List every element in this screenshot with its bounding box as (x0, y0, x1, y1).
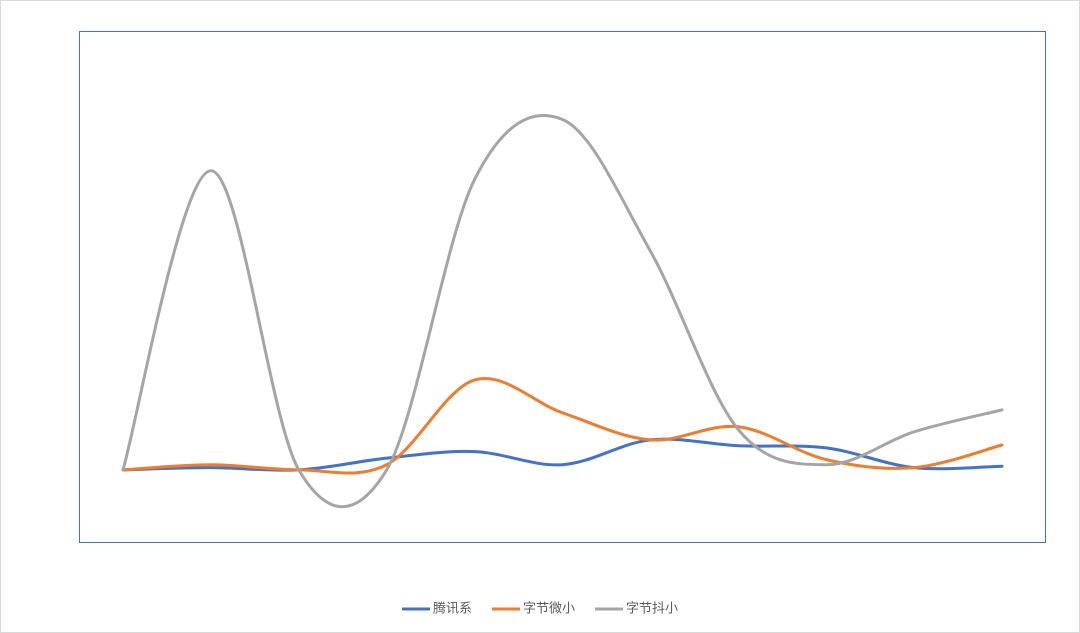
legend-label: 腾讯系 (433, 601, 472, 617)
series-line (121, 114, 1004, 509)
plot-border (79, 31, 1046, 543)
legend-label: 字节微小 (523, 602, 575, 617)
series-line (121, 376, 1004, 475)
legend-label: 字节抖小 (626, 602, 678, 617)
